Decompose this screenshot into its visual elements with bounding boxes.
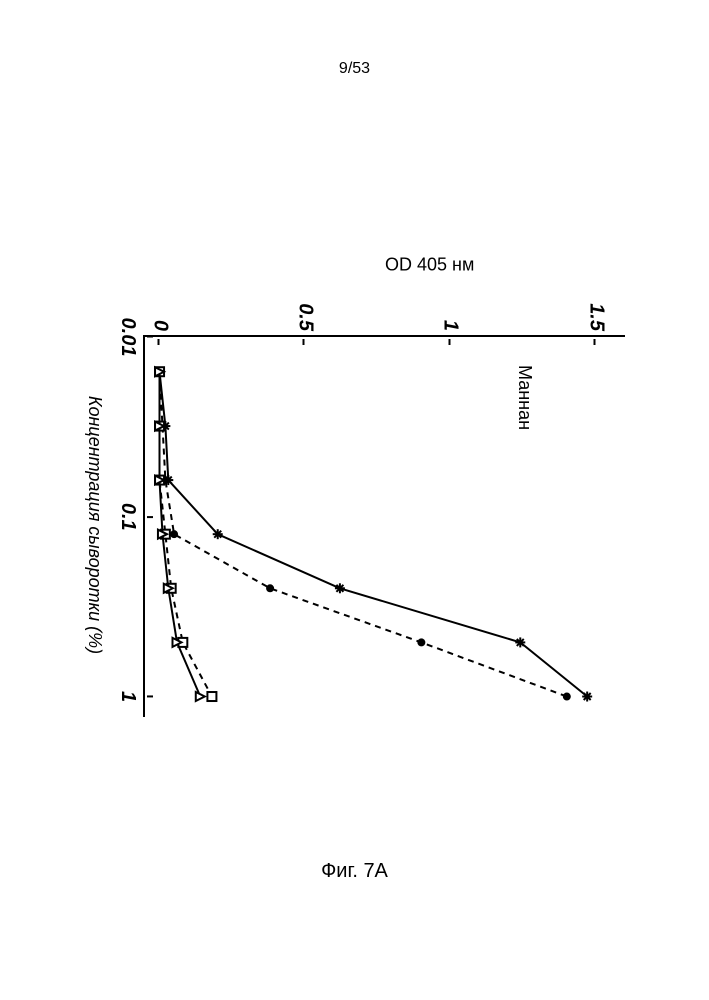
x-tick: 0.1 [116, 503, 145, 531]
open-square-marker [207, 692, 216, 701]
y-tick: 0.5 [294, 303, 317, 337]
y-tick: 1 [439, 320, 462, 337]
y-tick: 0 [148, 320, 171, 337]
series-asterisk-line [160, 372, 588, 697]
y-tick: 1.5 [584, 303, 607, 337]
filled-circle-marker [266, 584, 274, 592]
filled-circle-marker [417, 638, 425, 646]
asterisk-marker [335, 583, 345, 593]
asterisk-marker [582, 692, 592, 702]
figure-caption: Фиг. 7A [0, 860, 709, 883]
filled-circle-marker [170, 530, 178, 538]
open-triangle-marker [196, 692, 205, 701]
x-axis-label: Концентрация сыворотки (%) [84, 335, 105, 715]
x-tick: 0.01 [116, 318, 145, 357]
plot-area: 00.511.50.010.11 [143, 335, 625, 717]
figure-rotated-wrap: Маннан OD 405 нм Концентрация сыворотки … [25, 265, 685, 735]
filled-circle-marker [563, 693, 571, 701]
chart: Маннан OD 405 нм Концентрация сыворотки … [25, 265, 685, 735]
chart-svg [145, 337, 625, 717]
page-number: 9/53 [0, 60, 709, 78]
y-axis-label: OD 405 нм [385, 255, 474, 276]
page: 9/53 Маннан OD 405 нм Концентрация сывор… [0, 0, 709, 1000]
x-tick: 1 [116, 691, 145, 702]
